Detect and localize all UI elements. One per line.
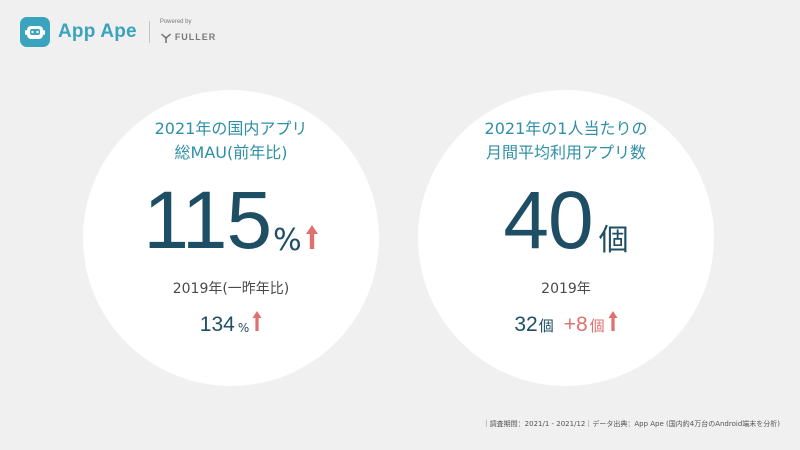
mau-compare-label: 2019年(一昨年比) xyxy=(172,281,290,297)
mau-main-value: 115 xyxy=(143,175,272,266)
apps-compare-unit: 個 xyxy=(538,317,554,335)
mau-main-value-row: 115 % xyxy=(83,180,379,262)
mau-compare-unit: % xyxy=(237,321,250,335)
apps-delta-value: +8 xyxy=(563,313,588,336)
apps-title-line1: 2021年の1人当たりの xyxy=(484,119,648,138)
apps-per-user-stat-card: 2021年の1人当たりの 月間平均利用アプリ数 40 個 2019年 32 個 … xyxy=(418,90,714,386)
apps-title-line2: 月間平均利用アプリ数 xyxy=(485,143,646,162)
app-ape-logo-icon xyxy=(20,17,50,47)
powered-by-label: Powered by xyxy=(159,18,192,25)
mau-compare-value: 134 xyxy=(199,313,235,336)
apps-compare-label: 2019年 xyxy=(541,281,591,297)
up-arrow-icon xyxy=(305,224,319,254)
partner-name: FULLER xyxy=(174,32,217,42)
brand-name: App Ape xyxy=(58,21,137,42)
mau-main-unit: % xyxy=(273,223,302,258)
apps-main-unit: 個 xyxy=(598,223,629,258)
powered-by-block: Powered by FULLER xyxy=(160,18,217,47)
mau-compare-row: 134 % xyxy=(83,310,379,336)
mau-title-line2: 総MAU(前年比) xyxy=(174,143,288,162)
mau-stat-card: 2021年の国内アプリ 総MAU(前年比) 115 % 2019年(一昨年比) … xyxy=(83,90,379,386)
apps-delta-unit: 個 xyxy=(589,317,605,335)
fuller-logo: FULLER xyxy=(160,28,217,47)
apps-main-value-row: 40 個 xyxy=(418,180,714,262)
mau-stat-title: 2021年の国内アプリ 総MAU(前年比) xyxy=(83,117,379,165)
up-arrow-icon xyxy=(252,310,262,336)
source-note: ｜調査期間：2021/1 - 2021/12｜データ出典：App Ape (国内… xyxy=(482,420,780,428)
header: App Ape Powered by FULLER xyxy=(20,16,216,48)
apps-stat-title: 2021年の1人当たりの 月間平均利用アプリ数 xyxy=(418,117,714,165)
fuller-logo-icon xyxy=(160,28,172,47)
apps-main-value: 40 xyxy=(503,175,593,266)
apps-compare-value: 32 xyxy=(514,313,538,336)
header-divider xyxy=(148,21,150,43)
up-arrow-icon xyxy=(608,310,618,336)
mau-title-line1: 2021年の国内アプリ xyxy=(154,119,308,138)
apps-compare-row: 32 個 +8 個 xyxy=(418,310,714,336)
